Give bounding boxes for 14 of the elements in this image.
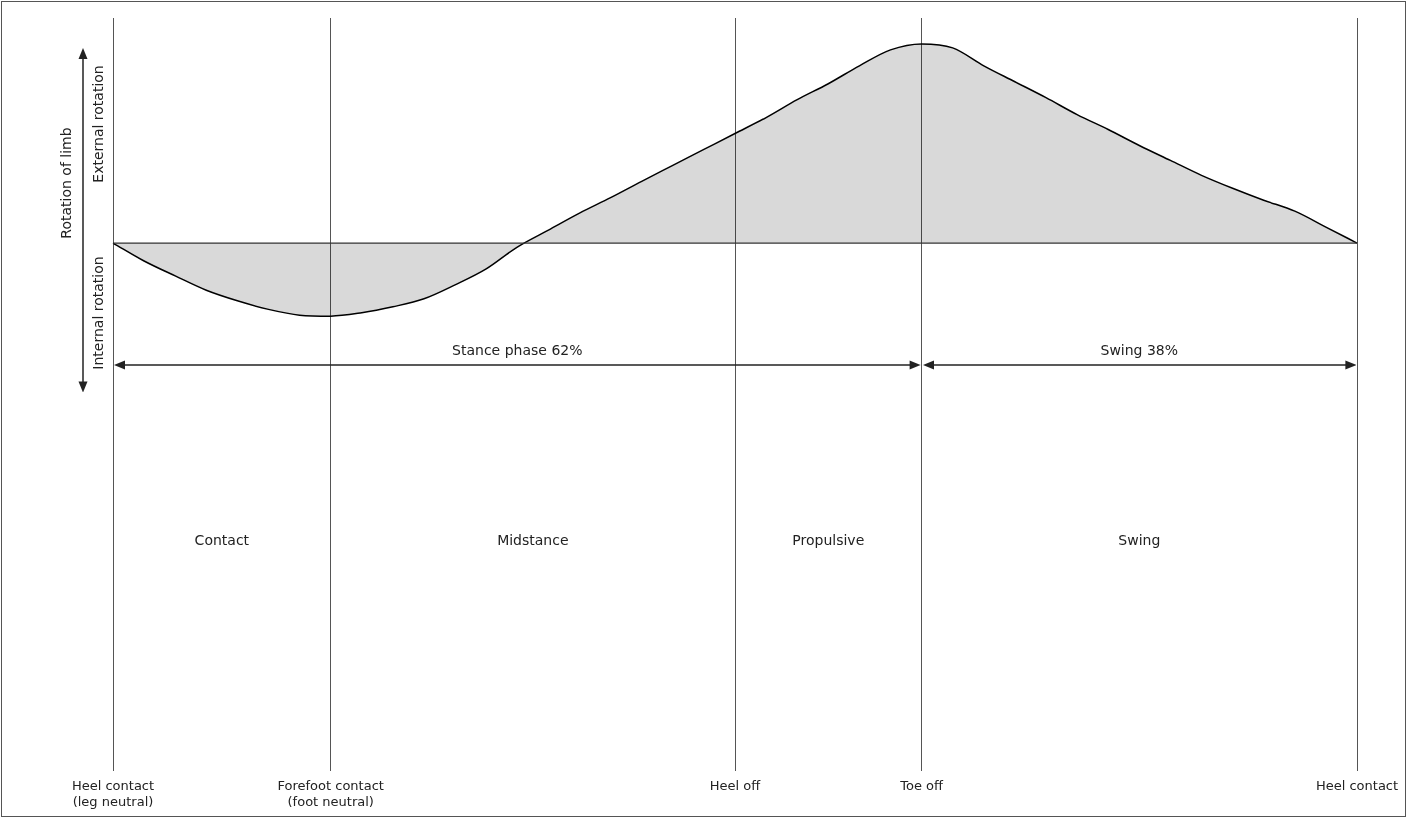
x-tick-label: Forefoot contact (foot neutral) — [277, 777, 384, 809]
y-axis-title: Rotation of limb — [58, 127, 74, 239]
text: Swing — [1118, 531, 1161, 548]
x-tick-label: Toe off — [899, 777, 944, 793]
x-tick-label: Heel off — [709, 777, 762, 793]
x-tick-label: Heel contact — [1315, 777, 1399, 793]
text: Internal rotation — [90, 256, 106, 370]
text: External rotation — [90, 64, 106, 183]
text: Stance phase 62% — [452, 341, 583, 358]
text: Propulsive — [792, 531, 865, 548]
text: Contact — [194, 531, 250, 548]
text: Midstance — [497, 531, 569, 548]
text: Swing 38% — [1100, 341, 1179, 358]
x-tick-label: Heel contact (leg neutral) — [71, 777, 155, 809]
